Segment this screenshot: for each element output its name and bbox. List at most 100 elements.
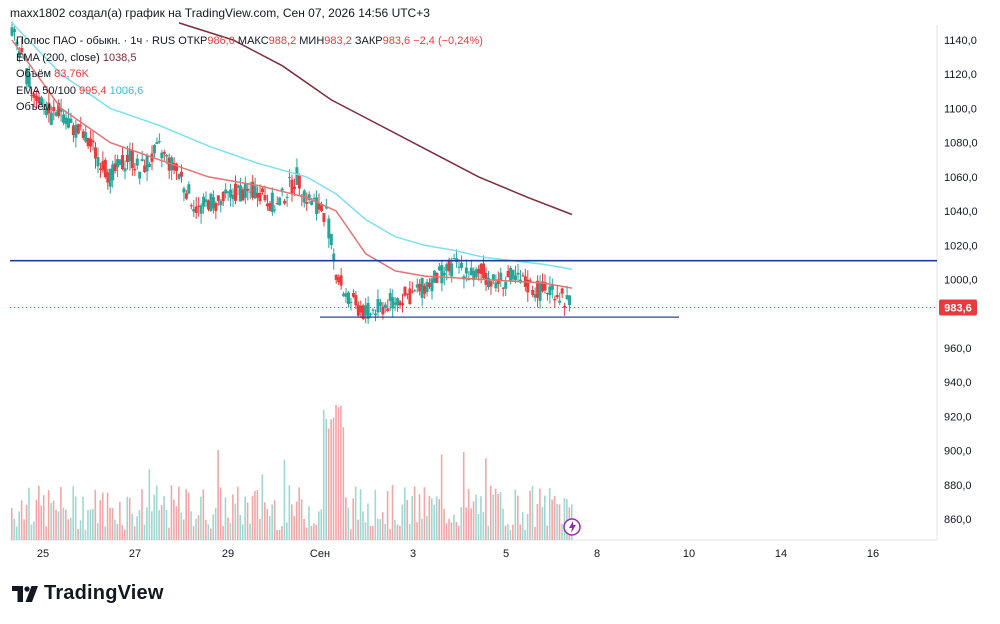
legend-volume2-row[interactable]: Объём	[16, 99, 483, 116]
candle-body[interactable]	[396, 298, 400, 306]
candle-body[interactable]	[179, 171, 183, 177]
candle-body[interactable]	[47, 102, 51, 114]
candle-body[interactable]	[383, 304, 387, 308]
candle-body[interactable]	[486, 277, 490, 288]
candle-body[interactable]	[37, 96, 41, 104]
candle-body[interactable]	[369, 313, 373, 315]
candle-body[interactable]	[162, 151, 166, 154]
candle-body[interactable]	[74, 124, 78, 138]
candle-body[interactable]	[553, 298, 557, 301]
candle-body[interactable]	[447, 259, 451, 272]
candle-body[interactable]	[428, 282, 432, 287]
candle-body[interactable]	[568, 295, 572, 306]
candle-body[interactable]	[76, 124, 80, 134]
candle-body[interactable]	[339, 275, 343, 286]
candle-body[interactable]	[410, 291, 414, 293]
legend-volume-row[interactable]: Объём 83,76K	[16, 66, 483, 83]
candle-body[interactable]	[288, 177, 292, 179]
candle-body[interactable]	[86, 137, 90, 147]
candle-body[interactable]	[241, 189, 245, 201]
candle-body[interactable]	[558, 300, 562, 303]
candle-body[interactable]	[94, 147, 98, 159]
candle-body[interactable]	[84, 132, 88, 142]
candle-body[interactable]	[435, 273, 439, 283]
candle-body[interactable]	[81, 131, 85, 138]
candle-body[interactable]	[57, 102, 61, 117]
candle-body[interactable]	[25, 68, 29, 85]
candle-body[interactable]	[177, 173, 181, 179]
candle-body[interactable]	[459, 262, 463, 268]
candle-body[interactable]	[248, 191, 252, 193]
candle-body[interactable]	[44, 108, 48, 116]
candle-body[interactable]	[54, 112, 58, 116]
candle-body[interactable]	[17, 50, 21, 58]
candle-body[interactable]	[15, 41, 19, 46]
candle-body[interactable]	[543, 282, 547, 291]
candle-body[interactable]	[378, 302, 382, 306]
candle-body[interactable]	[509, 267, 513, 281]
candle-body[interactable]	[420, 277, 424, 298]
legend-ema50100-row[interactable]: EMA 50/100 995,4 1006,6	[16, 83, 483, 100]
candle-body[interactable]	[157, 141, 161, 143]
candle-body[interactable]	[440, 264, 444, 284]
candle-body[interactable]	[145, 155, 149, 172]
candle-body[interactable]	[265, 203, 269, 207]
candle-body[interactable]	[332, 253, 336, 261]
candle-body[interactable]	[238, 185, 242, 202]
candle-body[interactable]	[202, 196, 206, 207]
candle-body[interactable]	[251, 181, 255, 198]
candle-body[interactable]	[118, 159, 122, 165]
candle-body[interactable]	[327, 218, 331, 239]
candle-body[interactable]	[415, 284, 419, 288]
candle-body[interactable]	[531, 290, 535, 295]
candle-body[interactable]	[374, 313, 378, 316]
candle-body[interactable]	[62, 114, 66, 123]
candle-body[interactable]	[501, 287, 505, 289]
candle-body[interactable]	[364, 305, 368, 316]
candle-body[interactable]	[219, 200, 223, 206]
candle-body[interactable]	[305, 202, 309, 204]
candle-body[interactable]	[541, 281, 545, 292]
candle-body[interactable]	[216, 195, 220, 201]
candle-body[interactable]	[504, 281, 508, 289]
candle-body[interactable]	[140, 159, 144, 162]
candle-body[interactable]	[32, 93, 36, 98]
candle-body[interactable]	[464, 267, 468, 274]
candle-body[interactable]	[555, 294, 559, 298]
candle-body[interactable]	[121, 155, 125, 170]
candle-body[interactable]	[425, 281, 429, 292]
candle-body[interactable]	[322, 213, 326, 222]
candle-body[interactable]	[123, 168, 127, 172]
candle-body[interactable]	[165, 155, 169, 157]
candle-body[interactable]	[565, 295, 569, 300]
candle-body[interactable]	[59, 108, 63, 112]
candle-body[interactable]	[253, 186, 257, 199]
candle-body[interactable]	[197, 205, 201, 207]
candle-body[interactable]	[359, 305, 363, 313]
candle-body[interactable]	[511, 269, 515, 280]
tradingview-logo[interactable]: TradingView	[12, 582, 164, 605]
candle-body[interactable]	[312, 198, 316, 200]
candle-body[interactable]	[319, 205, 323, 211]
candle-body[interactable]	[246, 188, 250, 191]
candle-body[interactable]	[128, 149, 132, 162]
candle-body[interactable]	[27, 73, 31, 88]
candle-body[interactable]	[496, 279, 500, 285]
candle-body[interactable]	[175, 164, 179, 171]
ema50-line[interactable]	[11, 39, 573, 289]
candle-body[interactable]	[229, 189, 233, 198]
candle-body[interactable]	[334, 274, 338, 280]
candle-body[interactable]	[405, 293, 409, 295]
candle-body[interactable]	[550, 285, 554, 290]
candle-body[interactable]	[545, 293, 549, 295]
candle-body[interactable]	[423, 285, 427, 294]
candle-body[interactable]	[563, 305, 567, 308]
candle-body[interactable]	[113, 163, 117, 171]
candle-body[interactable]	[366, 303, 370, 319]
candle-body[interactable]	[209, 193, 213, 211]
candle-body[interactable]	[211, 197, 215, 209]
candle-body[interactable]	[125, 154, 129, 162]
legend-symbol[interactable]: Полюс ПАО - обыкн. · 1ч · RUS	[16, 35, 176, 47]
candle-body[interactable]	[560, 288, 564, 294]
